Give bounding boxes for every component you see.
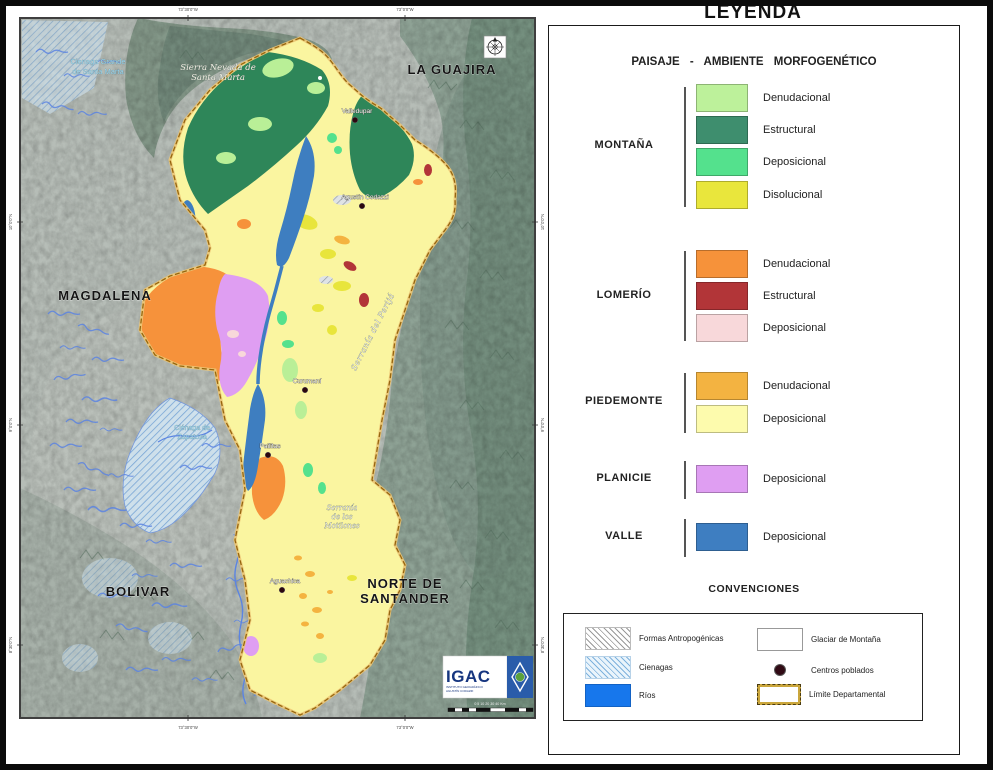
legend-title: LEYENDA <box>704 2 802 23</box>
convenciones-heading: CONVENCIONES <box>708 583 800 595</box>
map-border <box>19 17 536 719</box>
conv-label: Límite Departamental <box>809 690 886 699</box>
swatch-lomerio-estructural <box>696 282 748 310</box>
label-cienaga-grande: Cienaga Grande <box>70 57 125 66</box>
swatch-lomerio-denudacional <box>696 250 748 278</box>
swatch-label: Deposicional <box>763 473 826 485</box>
town-curumani: Curumaní <box>293 378 322 385</box>
svg-text:73°0'0"W: 73°0'0"W <box>396 7 413 12</box>
map-panel: Sierra Nevada de Santa Marta Serranía de… <box>8 7 545 730</box>
conv-label: Formas Antropogénicas <box>639 634 724 643</box>
swatch-valle-deposicional <box>696 523 748 551</box>
svg-text:8°30'0"N: 8°30'0"N <box>540 637 545 653</box>
group-name: PIEDEMONTE <box>585 395 663 407</box>
igac-logo: IGAC INSTITUTO GEOGRÁFICO AGUSTÍN CODAZZ… <box>442 655 533 699</box>
label-motilones: Serranía <box>327 504 358 512</box>
conv-label: Centros poblados <box>811 665 874 675</box>
group-name: LOMERÍO <box>596 289 652 301</box>
swatch-label: Denudacional <box>763 258 831 270</box>
svg-text:73°30'0"W: 73°30'0"W <box>178 725 198 730</box>
scale-bar-labels: 0 5 10 20 30 40 Km <box>474 702 505 706</box>
conv-label: Cienagas <box>639 663 673 672</box>
svg-text:SANTANDER: SANTANDER <box>360 591 450 606</box>
swatch-label: Deposicional <box>763 322 826 334</box>
scale-bar: 0 5 10 20 30 40 Km <box>447 702 534 712</box>
town-aguachica: Aguachica <box>270 578 301 585</box>
label-norte-de-santander: NORTE DE <box>367 576 442 591</box>
swatch-piedemonte-denudacional <box>696 372 748 400</box>
svg-text:INSTITUTO GEOGRÁFICO: INSTITUTO GEOGRÁFICO <box>446 685 484 689</box>
swatch-montana-denudacional <box>696 84 748 112</box>
svg-text:73°0'0"W: 73°0'0"W <box>396 725 413 730</box>
swatch-montana-deposicional <box>696 148 748 176</box>
swatch-planicie-deposicional <box>696 465 748 493</box>
town-pailitas: Pailitas <box>260 443 282 450</box>
label-la-guajira: LA GUAJIRA <box>408 62 497 77</box>
swatch-montana-estructural <box>696 116 748 144</box>
swatch-label: Estructural <box>763 124 816 136</box>
swatch-limite-departamental <box>757 684 801 705</box>
swatch-label: Disolucional <box>763 189 823 201</box>
town-valledupar: Valledupar <box>342 108 373 115</box>
paisaje-heading: PAISAJE - AMBIENTE MORFOGENÉTICO <box>631 56 877 68</box>
swatch-label: Estructural <box>763 290 816 302</box>
swatch-centros-poblados <box>774 664 786 676</box>
svg-text:de los: de los <box>332 513 353 521</box>
department-cesar <box>138 36 457 717</box>
group-name: VALLE <box>605 530 643 542</box>
swatch-montana-disolucional <box>696 181 748 209</box>
svg-text:9°0'0"N: 9°0'0"N <box>540 418 545 432</box>
svg-text:10°0'0"N: 10°0'0"N <box>540 214 545 230</box>
swatch-label: Denudacional <box>763 92 831 104</box>
town-agustin-codazzi: Agustín Codazzi <box>341 194 388 201</box>
svg-text:de Santa Marta: de Santa Marta <box>72 67 124 76</box>
swatch-label: Denudacional <box>763 380 831 392</box>
svg-text:Santa Marta: Santa Marta <box>191 73 245 83</box>
graticule-labels: 73°30'0"W 73°0'0"W 73°30'0"W 73°0'0"W 10… <box>8 7 545 730</box>
svg-text:9°0'0"N: 9°0'0"N <box>8 418 13 432</box>
label-zapatosa: Ciénaga de <box>174 425 210 432</box>
label-sierra-nevada: Sierra Nevada de <box>180 63 256 73</box>
conv-label: Ríos <box>639 691 656 700</box>
convenciones-box: Formas Antropogénicas Cienagas Ríos Glac… <box>563 613 923 721</box>
swatch-label: Deposicional <box>763 413 826 425</box>
swatch-label: Deposicional <box>763 531 826 543</box>
swatch-label: Deposicional <box>763 156 826 168</box>
swatch-cienagas <box>585 656 631 679</box>
legend-panel: PAISAJE - AMBIENTE MORFOGENÉTICO MONTAÑA… <box>548 25 960 755</box>
svg-text:10°0'0"N: 10°0'0"N <box>8 214 13 230</box>
swatch-lomerio-deposicional <box>696 314 748 342</box>
label-magdalena: MAGDALENA <box>58 288 152 303</box>
wetlands <box>22 20 299 708</box>
conv-label: Glaciar de Montaña <box>811 635 881 644</box>
town-markers: Valledupar Agustín Codazzi Curumaní Pail… <box>259 108 389 594</box>
group-divider <box>684 373 686 433</box>
swatch-formas-antropogenicas <box>585 627 631 650</box>
svg-text:AGUSTÍN CODAZZI: AGUSTÍN CODAZZI <box>446 689 474 693</box>
svg-text:Zapatosa: Zapatosa <box>177 434 206 441</box>
group-divider <box>684 519 686 557</box>
group-divider <box>684 87 686 207</box>
graticule-ticks <box>17 15 538 721</box>
group-divider <box>684 251 686 341</box>
swatch-rios <box>585 684 631 707</box>
compass-rose-icon <box>483 35 507 59</box>
group-name: PLANICIE <box>596 472 652 484</box>
svg-text:73°30'0"W: 73°30'0"W <box>178 7 198 12</box>
label-bolivar: BOLIVAR <box>106 584 171 599</box>
group-divider <box>684 461 686 499</box>
swatch-glaciar <box>757 628 803 651</box>
svg-text:8°30'0"N: 8°30'0"N <box>8 637 13 653</box>
svg-text:Motilones: Motilones <box>323 522 360 530</box>
swatch-piedemonte-deposicional <box>696 405 748 433</box>
igac-logo-text: IGAC <box>446 667 491 686</box>
group-name: MONTAÑA <box>594 139 654 151</box>
